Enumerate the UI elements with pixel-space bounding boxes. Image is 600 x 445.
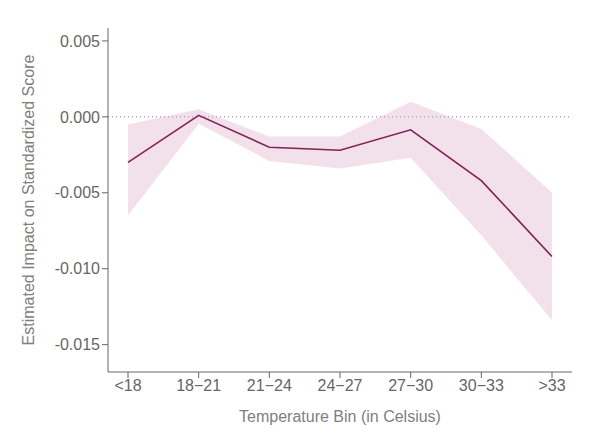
svg-text:-0.010: -0.010 xyxy=(55,260,100,277)
svg-text:30−33: 30−33 xyxy=(459,377,504,394)
svg-text:-0.015: -0.015 xyxy=(55,336,100,353)
svg-text:27−30: 27−30 xyxy=(388,377,433,394)
svg-text:-0.005: -0.005 xyxy=(55,184,100,201)
svg-text:Temperature Bin (in Celsius): Temperature Bin (in Celsius) xyxy=(239,408,441,425)
svg-text:21−24: 21−24 xyxy=(247,377,292,394)
svg-text:Estimated Impact on Standardiz: Estimated Impact on Standardized Score xyxy=(20,54,37,345)
svg-text:18−21: 18−21 xyxy=(176,377,221,394)
svg-text:<18: <18 xyxy=(114,377,141,394)
svg-text:0.005: 0.005 xyxy=(60,33,100,50)
svg-text:24−27: 24−27 xyxy=(318,377,363,394)
svg-text:>33: >33 xyxy=(538,377,565,394)
svg-text:0.000: 0.000 xyxy=(60,109,100,126)
